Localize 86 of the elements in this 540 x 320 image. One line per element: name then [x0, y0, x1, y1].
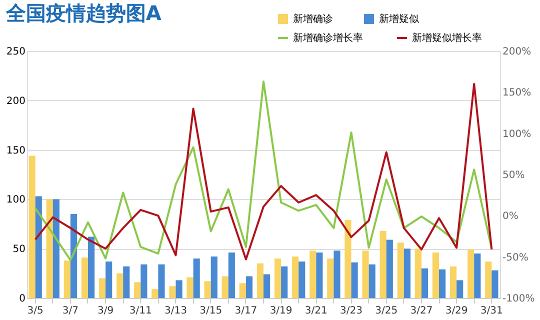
bar [134, 282, 141, 298]
bar [106, 261, 112, 298]
x-tick-label: 3/31 [480, 306, 503, 316]
y-tick-label: 250 [6, 46, 26, 58]
bar [204, 281, 211, 298]
x-tick-label: 3/5 [27, 306, 44, 316]
bar [98, 278, 106, 298]
x-tick-label: 3/7 [62, 306, 78, 316]
bar [281, 266, 288, 298]
bar [316, 252, 323, 298]
bar [239, 283, 246, 298]
bar [222, 276, 228, 298]
bar [386, 240, 393, 298]
y2-tick-label: 150% [502, 88, 532, 99]
bar [46, 199, 53, 298]
x-tick-label: 3/29 [445, 306, 468, 316]
bar [152, 289, 158, 298]
bar [414, 248, 422, 298]
bar [123, 266, 130, 298]
bar [140, 264, 148, 298]
bar [310, 250, 316, 298]
bar [228, 252, 235, 298]
y2-tick-label: 100% [502, 128, 532, 140]
bar [397, 242, 404, 298]
bar [450, 266, 457, 298]
bar [344, 220, 352, 298]
bar [274, 258, 282, 298]
bar [380, 230, 386, 298]
bar [421, 268, 428, 298]
y-tick-label: 50 [12, 244, 26, 256]
bar [116, 273, 124, 298]
x-tick-label: 3/11 [129, 306, 152, 316]
bar [351, 262, 358, 298]
bar [485, 261, 492, 298]
y2-tick-label: 50% [502, 170, 525, 181]
bar [292, 256, 299, 298]
y2-tick-label: 0% [502, 211, 518, 222]
bar [456, 280, 464, 298]
bar [264, 274, 270, 298]
y2-tick-label: 200% [502, 46, 532, 58]
y-tick-label: 100 [6, 194, 26, 206]
y2-tick-label: -100% [502, 294, 535, 304]
bar [492, 270, 498, 298]
bar [52, 199, 60, 298]
bar [246, 276, 253, 298]
bar [81, 257, 88, 298]
bar [169, 286, 176, 298]
legend-label: 新增疑似 [379, 13, 419, 25]
y-tick-label: 0 [19, 294, 26, 304]
x-tick-label: 3/21 [304, 306, 328, 316]
x-tick-label: 3/27 [410, 306, 433, 316]
bar [158, 264, 165, 298]
bar [474, 254, 481, 298]
bar [193, 258, 200, 298]
bar [362, 250, 369, 298]
y2-tick-label: -50% [502, 252, 528, 264]
chart-title: 全国疫情趋势图A [4, 1, 162, 25]
legend-label: 新增疑似增长率 [412, 32, 482, 44]
x-tick-label: 3/9 [97, 306, 114, 316]
bar [186, 277, 194, 298]
bar [176, 280, 182, 298]
x-tick-label: 3/19 [270, 306, 292, 316]
bar [298, 261, 306, 298]
bar [35, 196, 42, 298]
x-tick-label: 3/17 [234, 306, 258, 316]
bar [64, 260, 70, 298]
x-tick-label: 3/23 [340, 306, 362, 316]
bar [256, 263, 264, 298]
bar [88, 236, 95, 298]
bar [368, 264, 376, 298]
bar [432, 252, 440, 298]
bar [334, 250, 340, 298]
bar [327, 258, 334, 298]
bar [210, 256, 218, 298]
y-tick-label: 150 [6, 145, 26, 156]
x-tick-label: 3/15 [200, 306, 222, 316]
y-tick-label: 200 [6, 96, 26, 107]
bar [70, 214, 78, 298]
bar [28, 156, 36, 298]
legend-label: 新增确诊增长率 [293, 32, 363, 44]
x-tick-label: 3/25 [375, 306, 398, 316]
bar [439, 269, 446, 298]
bar [404, 248, 410, 298]
x-tick-label: 3/13 [164, 306, 187, 316]
bar [468, 250, 474, 298]
legend-label: 新增确诊 [293, 13, 333, 25]
